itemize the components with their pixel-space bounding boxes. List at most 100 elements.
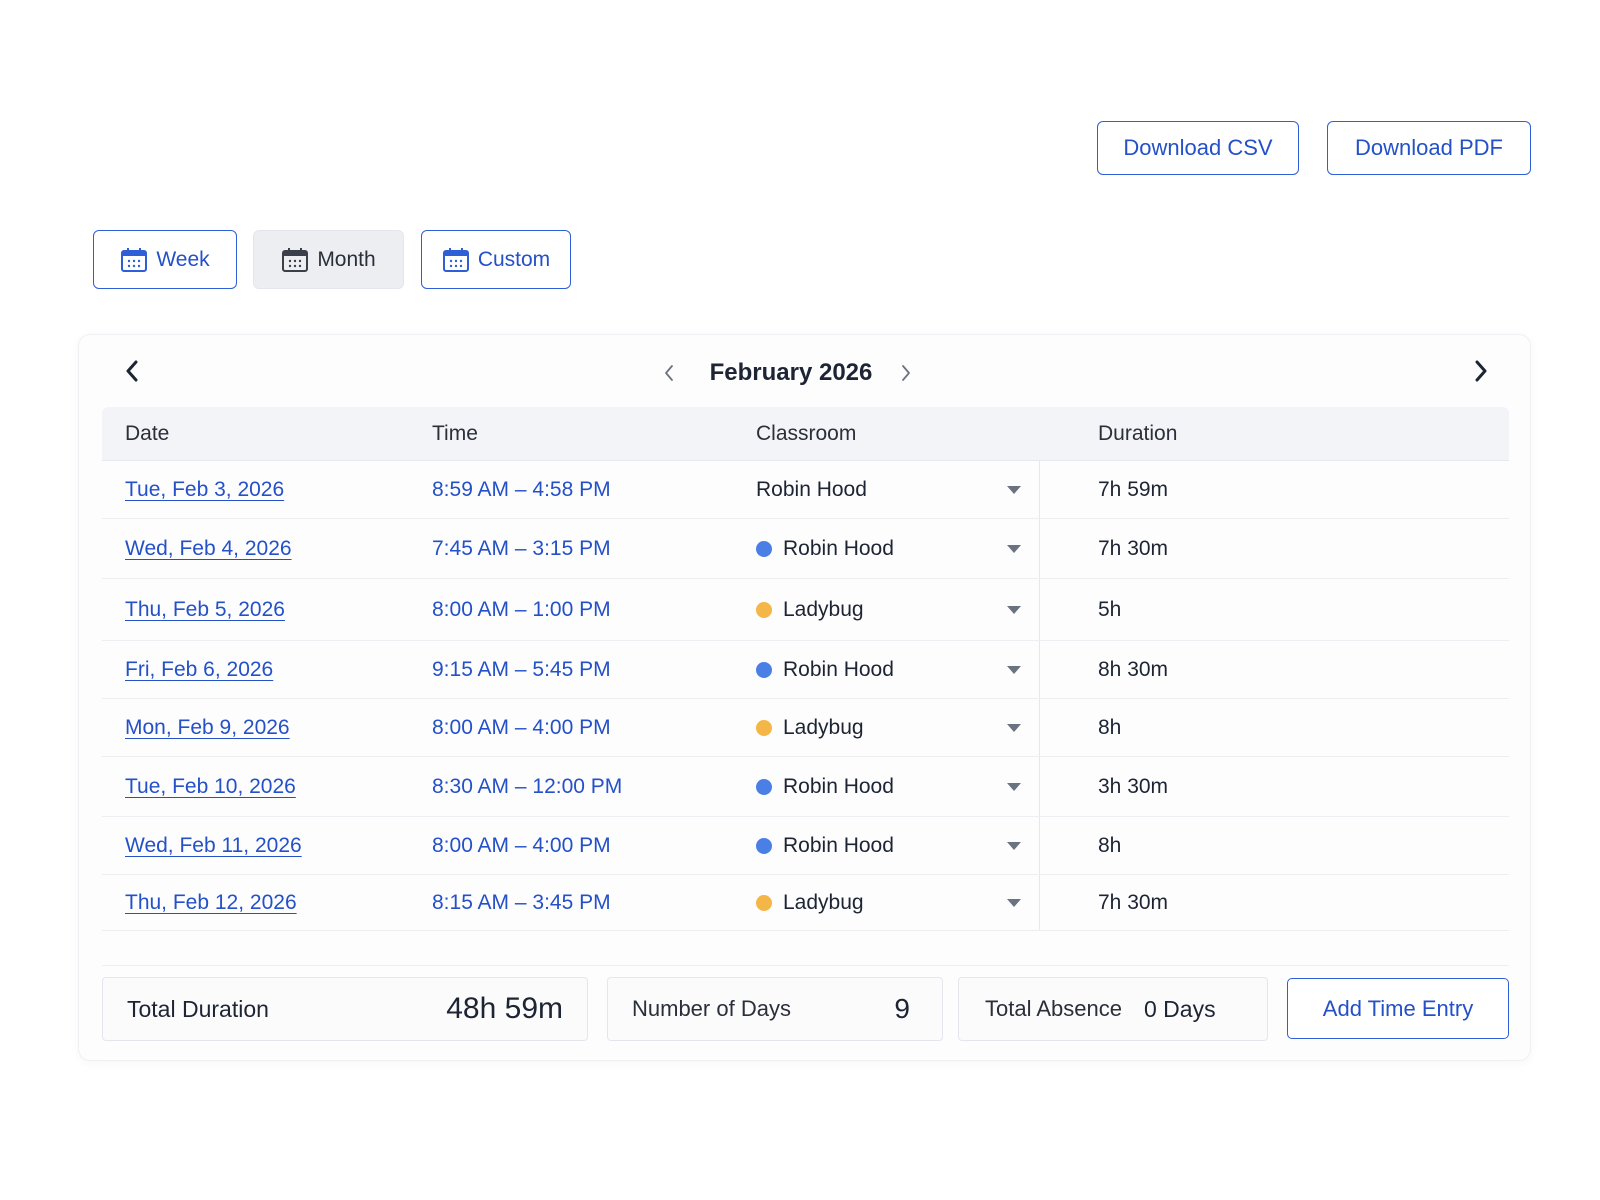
header-time: Time: [432, 421, 478, 445]
classroom-cell: Robin Hood: [742, 757, 1040, 816]
table-body: Tue, Feb 3, 2026 8:59 AM – 4:58 PM Robin H…: [102, 461, 1509, 931]
total-absence-stat: Total Absence 0 Days: [958, 977, 1268, 1041]
caret-down-icon: [1007, 841, 1021, 850]
date-cell: Thu, Feb 12, 2026: [102, 891, 418, 915]
date-link[interactable]: Thu, Feb 5, 2026: [125, 597, 285, 621]
header-classroom: Classroom: [756, 421, 857, 445]
chevron-right-icon: [1475, 360, 1487, 382]
custom-view-button[interactable]: Custom: [421, 230, 571, 289]
add-time-entry-button[interactable]: Add Time Entry: [1287, 978, 1509, 1039]
header-duration: Duration: [1098, 421, 1178, 445]
next-month-button[interactable]: [891, 358, 921, 388]
previous-month-button[interactable]: [654, 358, 684, 388]
time-cell: 8:00 AM – 1:00 PM: [432, 597, 611, 621]
table-row: Mon, Feb 9, 2026 8:00 AM – 4:00 PM Ladybug…: [102, 699, 1509, 757]
date-cell: Thu, Feb 5, 2026: [102, 598, 418, 622]
classroom-cell: Robin Hood: [742, 461, 1040, 518]
classroom-dropdown[interactable]: Robin Hood: [756, 519, 1039, 578]
number-of-days-value: 9: [894, 993, 910, 1024]
caret-down-icon: [1007, 665, 1021, 674]
previous-period-button[interactable]: [117, 356, 147, 386]
classroom-color-dot: [756, 661, 772, 678]
classroom-label: Robin Hood: [756, 477, 867, 501]
calendar-icon: [442, 247, 469, 272]
classroom-color-dot: [756, 719, 772, 736]
summary-bar: Total Duration 48h 59m Number of Days 9 …: [102, 965, 1509, 1041]
classroom-dropdown[interactable]: Ladybug: [756, 875, 1039, 930]
time-cell: 8:15 AM – 3:45 PM: [432, 890, 611, 914]
time-cell: 9:15 AM – 5:45 PM: [432, 657, 611, 681]
classroom-cell: Ladybug: [742, 699, 1040, 756]
classroom-cell: Robin Hood: [742, 641, 1040, 698]
month-label: Month: [317, 247, 376, 271]
table-row: Thu, Feb 5, 2026 8:00 AM – 1:00 PM Ladybug…: [102, 579, 1509, 641]
chevron-right-icon: [902, 365, 910, 381]
classroom-dropdown[interactable]: Robin Hood: [756, 757, 1039, 816]
classroom-dropdown[interactable]: Ladybug: [756, 699, 1039, 756]
duration-cell: 8h: [1098, 833, 1122, 857]
classroom-color-dot: [756, 837, 772, 854]
date-cell: Mon, Feb 9, 2026: [102, 716, 418, 740]
table-row: Tue, Feb 3, 2026 8:59 AM – 4:58 PM Robin H…: [102, 461, 1509, 519]
classroom-label: Ladybug: [783, 715, 864, 739]
custom-label: Custom: [477, 247, 551, 271]
total-absence-value: 0 Days: [1143, 995, 1216, 1022]
classroom-dropdown[interactable]: Robin Hood: [756, 641, 1039, 698]
duration-cell: 7h 30m: [1098, 890, 1169, 914]
caret-down-icon: [1007, 605, 1021, 614]
week-label: Week: [156, 247, 210, 271]
timesheet-table: Date Time Classroom Duration Tue, Feb 3,…: [102, 407, 1509, 931]
month-title: February 2026: [709, 359, 873, 386]
classroom-label: Robin Hood: [783, 833, 894, 857]
timesheet-card: February 2026 Date Time Classroom Durati…: [78, 334, 1531, 1061]
classroom-color-dot: [756, 894, 772, 911]
classroom-cell: Robin Hood: [742, 519, 1040, 578]
date-link[interactable]: Mon, Feb 9, 2026: [125, 715, 290, 739]
time-cell: 8:00 AM – 4:00 PM: [432, 833, 611, 857]
total-duration-stat: Total Duration 48h 59m: [102, 977, 588, 1041]
header-date: Date: [125, 421, 170, 445]
duration-cell: 5h: [1098, 597, 1122, 621]
week-view-button[interactable]: Week: [93, 230, 237, 289]
date-link[interactable]: Wed, Feb 4, 2026: [125, 536, 292, 560]
classroom-color-dot: [756, 540, 772, 557]
table-row: Thu, Feb 12, 2026 8:15 AM – 3:45 PM Ladybu…: [102, 875, 1509, 931]
table-row: Fri, Feb 6, 2026 9:15 AM – 5:45 PM Robin H…: [102, 641, 1509, 699]
date-link[interactable]: Fri, Feb 6, 2026: [125, 657, 274, 681]
classroom-dropdown[interactable]: Robin Hood: [756, 461, 1039, 518]
date-link[interactable]: Wed, Feb 11, 2026: [125, 833, 302, 857]
table-row: Wed, Feb 4, 2026 7:45 AM – 3:15 PM Robin H…: [102, 519, 1509, 579]
download-csv-button[interactable]: Download CSV: [1097, 121, 1299, 175]
next-period-button[interactable]: [1466, 356, 1496, 386]
classroom-label: Ladybug: [783, 890, 864, 914]
classroom-cell: Robin Hood: [742, 817, 1040, 874]
number-of-days-label: Number of Days: [632, 996, 791, 1021]
date-link[interactable]: Thu, Feb 12, 2026: [125, 890, 297, 914]
caret-down-icon: [1007, 544, 1021, 553]
classroom-cell: Ladybug: [742, 875, 1040, 930]
date-cell: Tue, Feb 10, 2026: [102, 775, 418, 799]
duration-cell: 8h 30m: [1098, 657, 1169, 681]
total-duration-label: Total Duration: [127, 995, 269, 1022]
classroom-dropdown[interactable]: Ladybug: [756, 579, 1039, 640]
time-cell: 8:30 AM – 12:00 PM: [432, 774, 623, 798]
classroom-label: Robin Hood: [783, 774, 894, 798]
month-view-button[interactable]: Month: [253, 230, 404, 289]
time-cell: 8:59 AM – 4:58 PM: [432, 477, 611, 501]
table-header: Date Time Classroom Duration: [102, 407, 1509, 461]
classroom-label: Robin Hood: [783, 657, 894, 681]
table-row: Tue, Feb 10, 2026 8:30 AM – 12:00 PM Robin…: [102, 757, 1509, 817]
classroom-color-dot: [756, 601, 772, 618]
duration-cell: 3h 30m: [1098, 774, 1169, 798]
total-duration-value: 48h 59m: [446, 992, 563, 1025]
date-cell: Fri, Feb 6, 2026: [102, 658, 418, 682]
download-pdf-button[interactable]: Download PDF: [1327, 121, 1531, 175]
classroom-label: Robin Hood: [783, 536, 894, 560]
caret-down-icon: [1007, 485, 1021, 494]
time-cell: 8:00 AM – 4:00 PM: [432, 715, 611, 739]
classroom-dropdown[interactable]: Robin Hood: [756, 817, 1039, 874]
caret-down-icon: [1007, 898, 1021, 907]
date-link[interactable]: Tue, Feb 3, 2026: [125, 477, 285, 501]
duration-cell: 7h 30m: [1098, 536, 1169, 560]
date-link[interactable]: Tue, Feb 10, 2026: [125, 774, 296, 798]
